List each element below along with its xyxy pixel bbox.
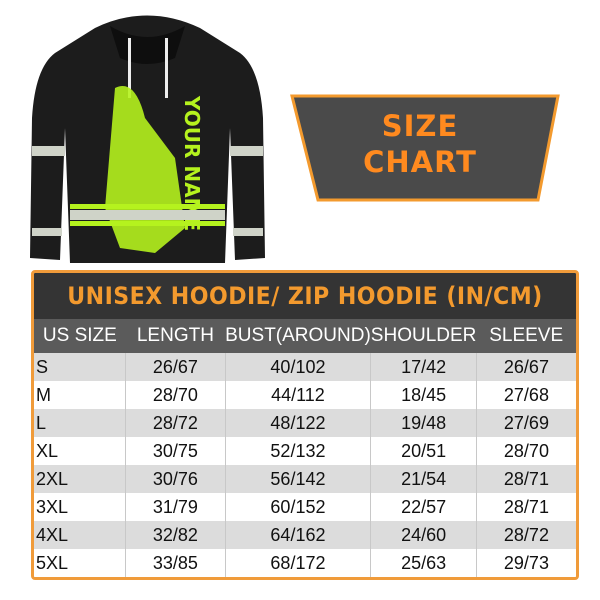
table-row: 5XL 33/85 68/172 25/63 29/73 xyxy=(34,549,576,577)
measurement-cell: 20/51 xyxy=(370,437,477,465)
measurement-cell: 19/48 xyxy=(370,409,477,437)
size-table: UNISEX HOODIE/ ZIP HOODIE (IN/CM) US SIZ… xyxy=(31,270,579,580)
measurement-cell: 17/42 xyxy=(370,353,477,381)
size-label-cell: S xyxy=(34,353,126,381)
measurement-cell: 28/72 xyxy=(125,409,226,437)
measurement-cell: 27/68 xyxy=(475,381,576,409)
measurement-cell: 33/85 xyxy=(125,549,226,577)
measurement-cell: 21/54 xyxy=(370,465,477,493)
measurement-cell: 30/76 xyxy=(125,465,226,493)
measurement-cell: 44/112 xyxy=(224,381,371,409)
measurement-cell: 28/71 xyxy=(475,465,576,493)
measurement-cell: 68/172 xyxy=(224,549,371,577)
size-label-cell: M xyxy=(34,381,126,409)
banner-line-1: SIZE xyxy=(381,109,459,143)
table-row: L 28/72 48/122 19/48 27/69 xyxy=(34,409,576,437)
measurement-cell: 40/102 xyxy=(224,353,371,381)
size-label-cell: 2XL xyxy=(34,465,126,493)
measurement-cell: 32/82 xyxy=(125,521,226,549)
banner-line-2: CHART xyxy=(363,145,477,179)
hoodie-product-image: YOUR NAME xyxy=(30,15,265,263)
size-label-cell: 5XL xyxy=(34,549,126,577)
table-header-row: US SIZE LENGTH BUST(AROUND) SHOULDER SLEEVE xyxy=(34,319,576,353)
measurement-cell: 48/122 xyxy=(224,409,371,437)
measurement-cell: 31/79 xyxy=(125,493,226,521)
table-row: XL 30/75 52/132 20/51 28/70 xyxy=(34,437,576,465)
column-header: BUST(AROUND) xyxy=(225,319,371,353)
column-header: US SIZE xyxy=(34,319,126,353)
measurement-cell: 26/67 xyxy=(475,353,576,381)
table-title: UNISEX HOODIE/ ZIP HOODIE (IN/CM) xyxy=(55,273,555,319)
measurement-cell: 24/60 xyxy=(370,521,477,549)
measurement-cell: 18/45 xyxy=(370,381,477,409)
measurement-cell: 52/132 xyxy=(224,437,371,465)
column-header: LENGTH xyxy=(125,319,226,353)
size-chart-banner-shape xyxy=(290,94,560,202)
measurement-cell: 26/67 xyxy=(125,353,226,381)
size-label-cell: L xyxy=(34,409,126,437)
table-row: 3XL 31/79 60/152 22/57 28/71 xyxy=(34,493,576,521)
measurement-cell: 64/162 xyxy=(224,521,371,549)
measurement-cell: 60/152 xyxy=(224,493,371,521)
measurement-cell: 28/70 xyxy=(475,437,576,465)
measurement-cell: 27/69 xyxy=(475,409,576,437)
measurement-cell: 28/72 xyxy=(475,521,576,549)
measurement-cell: 22/57 xyxy=(370,493,477,521)
measurement-cell: 25/63 xyxy=(370,549,477,577)
size-label-cell: 3XL xyxy=(34,493,126,521)
measurement-cell: 56/142 xyxy=(224,465,371,493)
column-header: SHOULDER xyxy=(370,319,477,353)
measurement-cell: 29/73 xyxy=(475,549,576,577)
table-row: S 26/67 40/102 17/42 26/67 xyxy=(34,353,576,381)
size-label-cell: 4XL xyxy=(34,521,126,549)
measurement-cell: 28/71 xyxy=(475,493,576,521)
table-row: 4XL 32/82 64/162 24/60 28/72 xyxy=(34,521,576,549)
size-chart-banner: SIZE CHART xyxy=(300,108,540,180)
table-row: 2XL 30/76 56/142 21/54 28/71 xyxy=(34,465,576,493)
size-label-cell: XL xyxy=(34,437,126,465)
table-row: M 28/70 44/112 18/45 27/68 xyxy=(34,381,576,409)
column-header: SLEEVE xyxy=(476,319,576,353)
measurement-cell: 28/70 xyxy=(125,381,226,409)
measurement-cell: 30/75 xyxy=(125,437,226,465)
